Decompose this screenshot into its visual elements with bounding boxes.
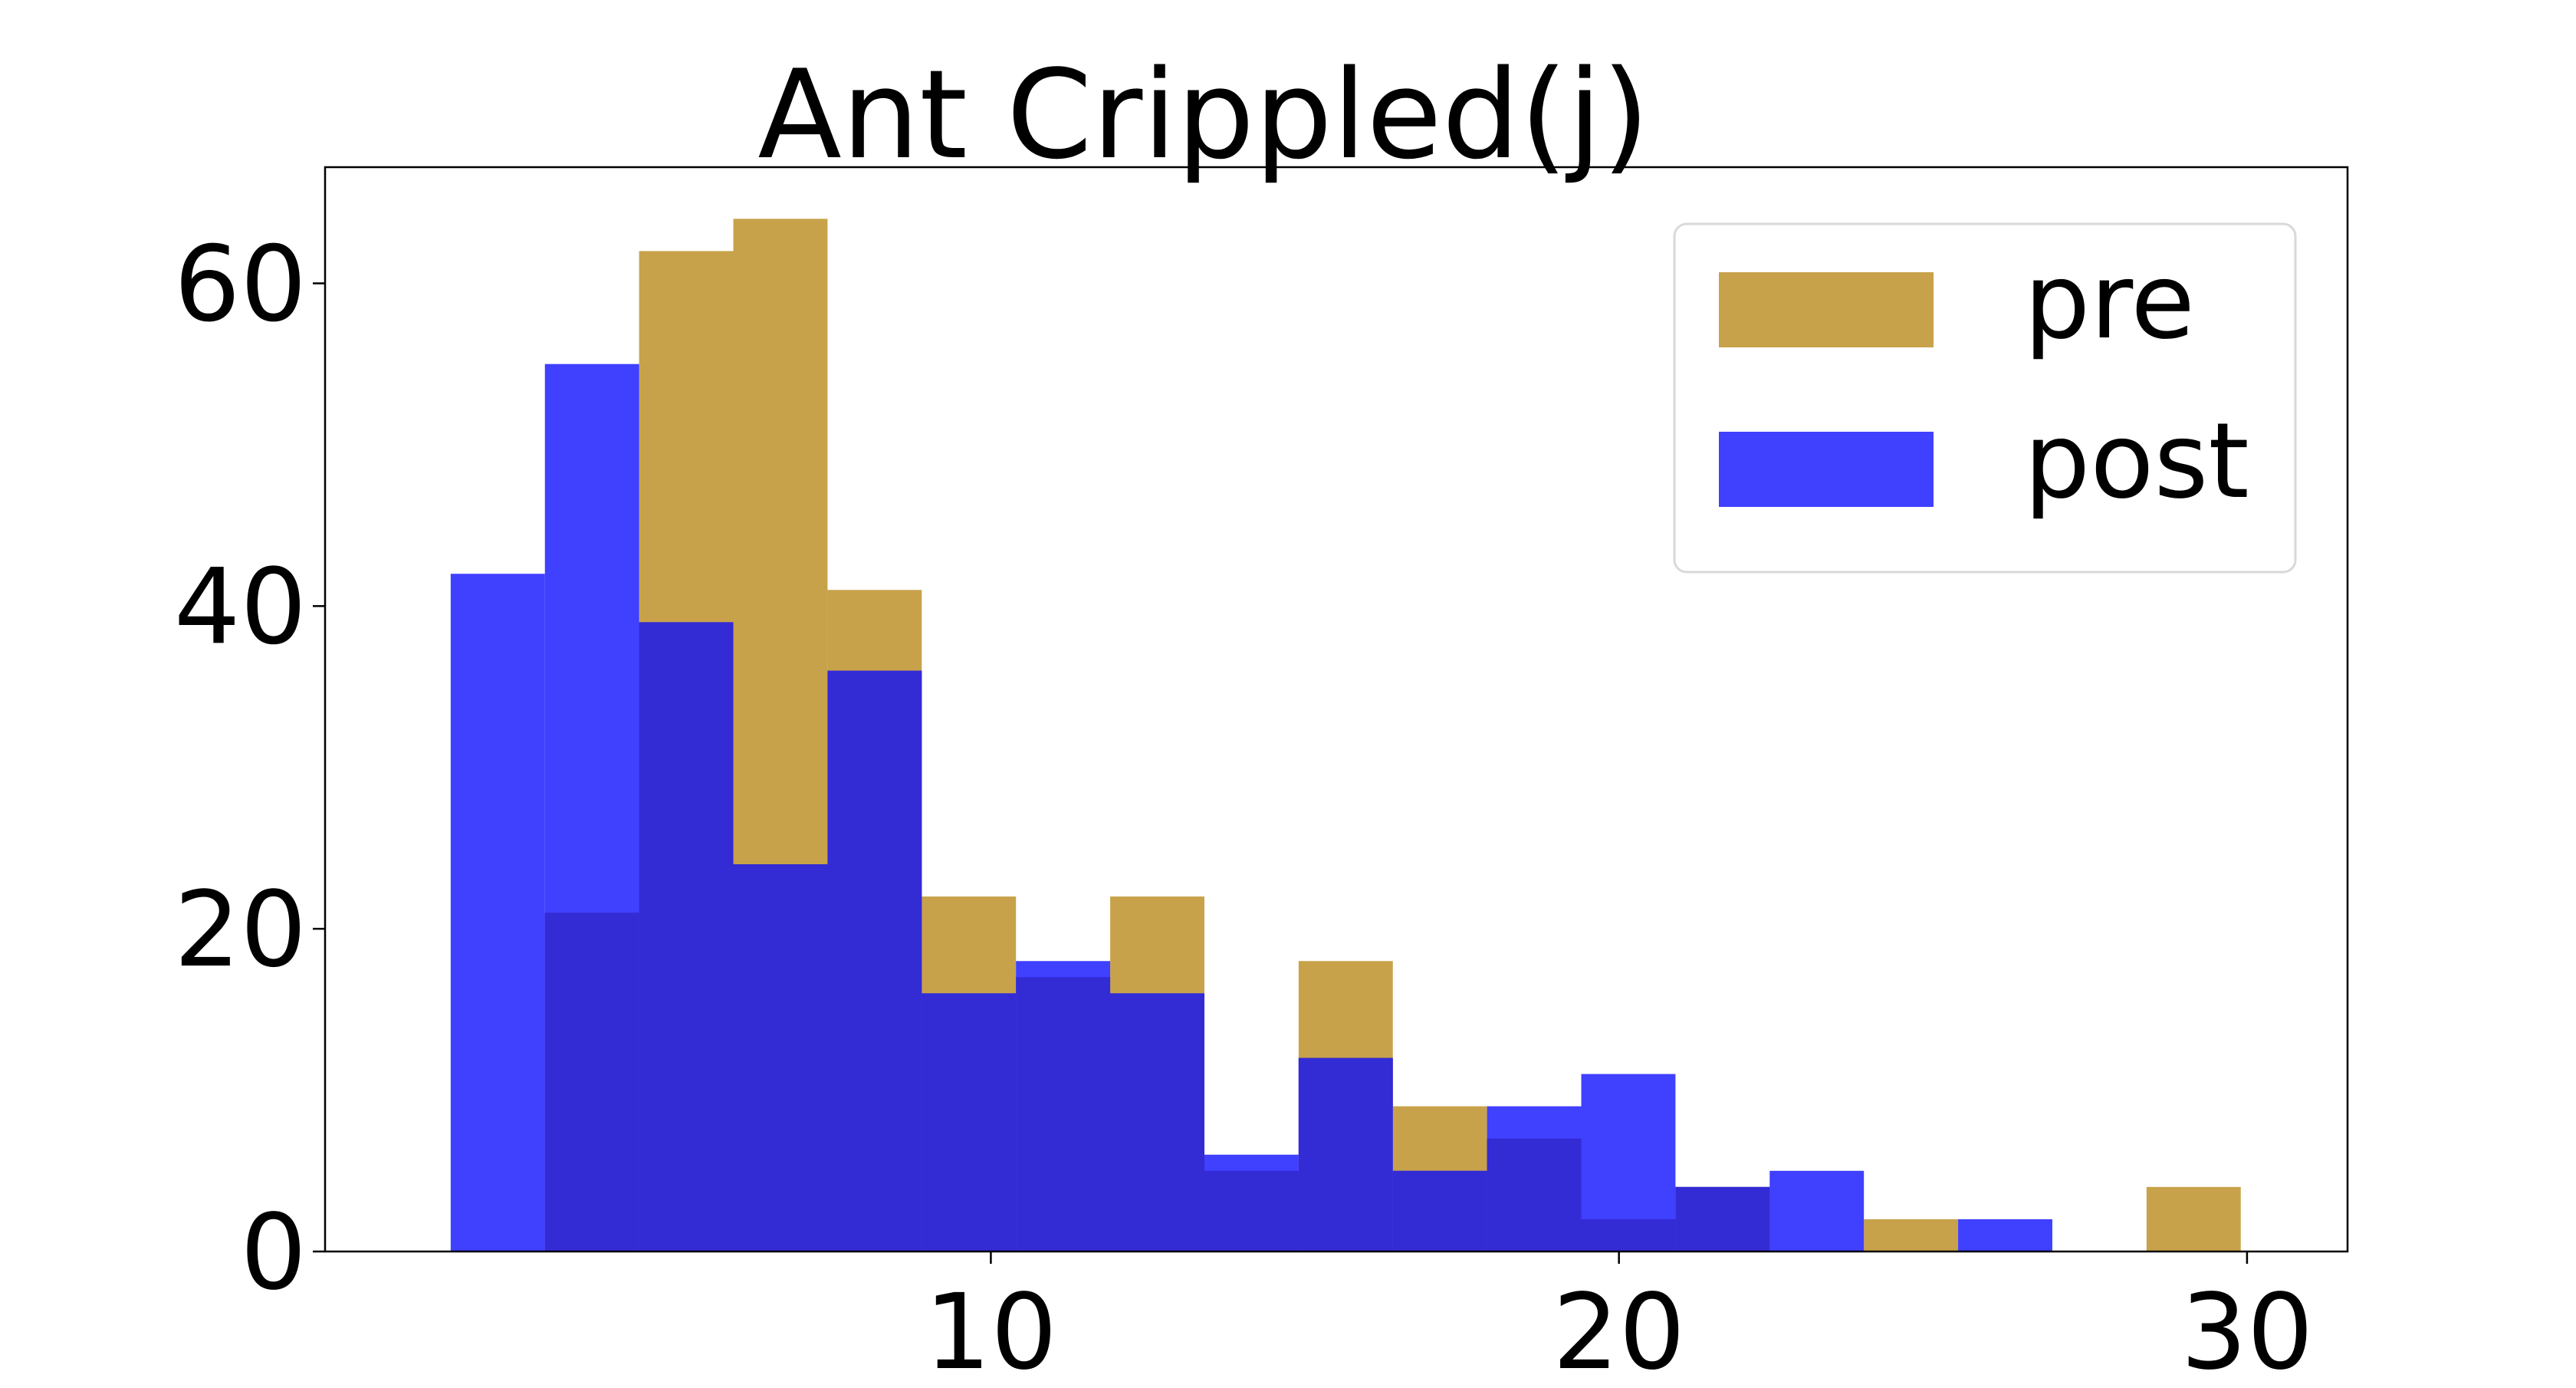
y-tick-label-60: 60 — [174, 225, 307, 346]
overlap-bar-8 — [1204, 1170, 1299, 1252]
chart-title: Ant Crippled(j) — [757, 43, 1649, 186]
overlap-bar-1 — [544, 913, 639, 1252]
y-axis-ticks: 0 20 40 60 — [174, 225, 325, 1314]
overlap-bar-3 — [733, 864, 828, 1252]
axes-frame — [324, 166, 2349, 1253]
post-bar-16 — [1958, 1219, 2052, 1252]
overlap-bar-7 — [1110, 993, 1204, 1252]
pre-bar-18 — [2146, 1186, 2241, 1252]
overlap-bar-11 — [1487, 1138, 1582, 1252]
x-axis-ticks: 10 20 30 — [925, 1252, 2313, 1388]
x-tick-label-10: 10 — [925, 1272, 1057, 1388]
x-tick-label-30: 30 — [2180, 1272, 2313, 1388]
legend-swatch-pre — [1719, 272, 1934, 347]
overlap-bar-5 — [922, 993, 1017, 1252]
y-tick-label-40: 40 — [174, 547, 307, 668]
legend-label-post: post — [2024, 401, 2249, 522]
y-tick-label-0: 0 — [240, 1192, 307, 1314]
overlap-bar-12 — [1581, 1219, 1676, 1252]
x-tick-label-20: 20 — [1552, 1272, 1685, 1388]
overlap-bar-6 — [1016, 977, 1111, 1252]
post-bar-14 — [1769, 1170, 1865, 1252]
overlap-bar-10 — [1392, 1170, 1487, 1252]
legend-label-pre: pre — [2024, 242, 2195, 363]
overlap-bar-4 — [827, 670, 922, 1252]
pre-bar-15 — [1864, 1219, 1959, 1252]
legend-swatch-post — [1719, 432, 1934, 507]
overlap-bar-2 — [639, 622, 734, 1252]
post-bar-0 — [450, 574, 545, 1252]
overlap-bar-13 — [1675, 1186, 1770, 1252]
bars-group — [450, 219, 2241, 1252]
legend: pre post — [1673, 222, 2297, 574]
overlap-bar-9 — [1298, 1057, 1393, 1252]
y-tick-label-20: 20 — [174, 870, 307, 991]
plot-area: 10 20 30 0 20 40 60 — [174, 166, 2349, 1388]
